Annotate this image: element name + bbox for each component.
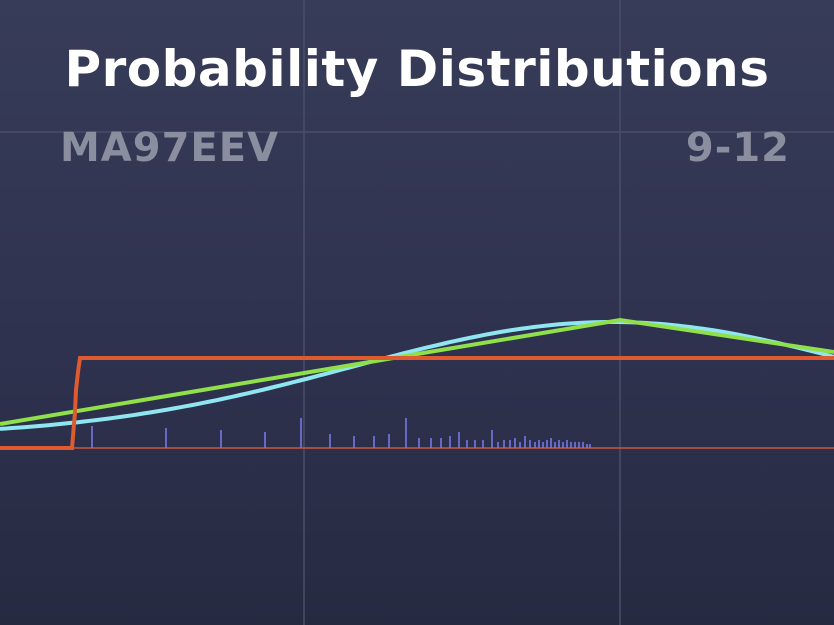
- discrete-spikes: [91, 418, 591, 448]
- cumulative-step-curve: [0, 356, 834, 450]
- page-title: Probability Distributions: [64, 40, 770, 98]
- triangular-density-curve: [0, 317, 834, 426]
- course-code: MA97EEV: [60, 125, 280, 171]
- grade-range: 9-12: [685, 125, 790, 171]
- smooth-density-curve: [0, 320, 834, 431]
